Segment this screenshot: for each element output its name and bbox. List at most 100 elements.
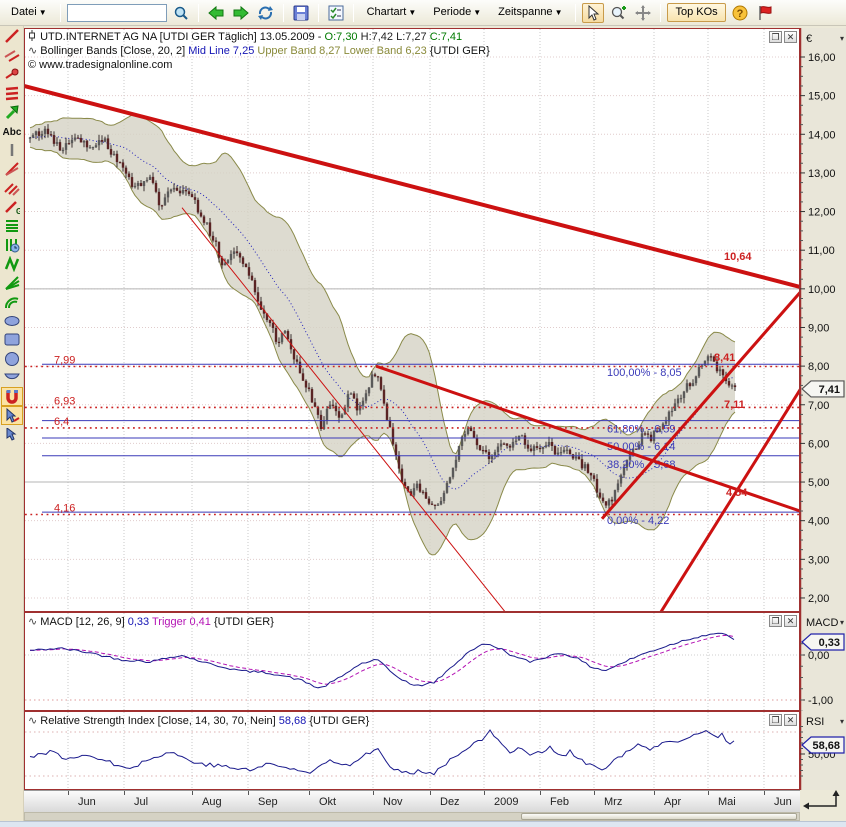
- mid-downtrend: [375, 364, 799, 513]
- close-button[interactable]: ✕: [784, 714, 797, 726]
- pointer-tool[interactable]: [1, 425, 23, 444]
- fib-fan-tool[interactable]: [1, 273, 23, 292]
- chevron-down-icon: ▼: [38, 8, 47, 17]
- speed-lines-icon: [4, 182, 20, 196]
- rsi-title: Relative Strength Index [Close, 14, 30, …: [40, 715, 279, 727]
- bollinger-title-row: ∿ Bollinger Bands [Close, 20, 2] Mid Lin…: [28, 44, 490, 58]
- month-label: Mai: [718, 796, 736, 808]
- ellipse-tool[interactable]: [1, 311, 23, 330]
- trend-fan-tool[interactable]: [1, 159, 23, 178]
- flag-button[interactable]: [754, 3, 776, 23]
- symbol-suffix: {UTDI GER}: [213, 616, 274, 628]
- rsi-title-row: ∿ Relative Strength Index [Close, 14, 30…: [28, 714, 369, 728]
- macd-trigger-value: Trigger 0,41: [149, 616, 214, 628]
- main-panel-window-buttons: ❐ ✕: [769, 31, 797, 43]
- zeitspanne-menu[interactable]: Zeitspanne ▼: [491, 3, 569, 22]
- vertical-line-tool[interactable]: [1, 140, 23, 159]
- move-tool-button[interactable]: [632, 3, 654, 23]
- select-tool[interactable]: [1, 406, 23, 425]
- back-button[interactable]: [205, 3, 227, 23]
- trendline-tool[interactable]: [1, 26, 23, 45]
- chartart-menu-label: Chartart: [366, 6, 407, 18]
- pointer-tool-button[interactable]: [582, 2, 605, 23]
- channel-lower: [659, 388, 799, 611]
- parallel-lines-tool[interactable]: [1, 45, 23, 64]
- y-axis-label: 9,00: [808, 322, 829, 334]
- fib-retracement-tool[interactable]: [1, 216, 23, 235]
- y-axis-label: 3,00: [808, 554, 829, 566]
- text-tool[interactable]: Abc: [1, 121, 23, 140]
- time-axis[interactable]: Jun Jul Aug Sep Okt Nov Dez 2009 Feb Mrz Apr Mai Jun: [24, 790, 800, 812]
- fib-timezones-icon: [6, 238, 20, 252]
- circle-tool[interactable]: [1, 349, 23, 368]
- fib-extension-tool[interactable]: [1, 254, 23, 273]
- lowerband-value: Lower Band 6,23: [343, 45, 430, 57]
- month-label: Jun: [774, 796, 792, 808]
- save-icon: [293, 5, 309, 20]
- price-level-label: 6,93: [54, 395, 75, 407]
- window-bottom-edge: [0, 821, 846, 827]
- properties-button[interactable]: [325, 3, 347, 23]
- cross-arrows-icon: [635, 4, 652, 21]
- maximize-button[interactable]: ❐: [769, 615, 782, 627]
- search-button[interactable]: [170, 3, 192, 23]
- month-label: Jul: [134, 796, 149, 808]
- rsi-panel[interactable]: RSI ▾ 50,00 58,68: [24, 711, 846, 790]
- file-menu[interactable]: Datei ▼: [4, 3, 54, 22]
- rsi-line: [29, 729, 735, 776]
- maximize-button[interactable]: ❐: [769, 714, 782, 726]
- fib-zigzag-icon: [4, 255, 20, 272]
- midline-value: Mid Line 7,25: [188, 45, 258, 57]
- close-button[interactable]: ✕: [784, 615, 797, 627]
- save-button[interactable]: [290, 3, 312, 23]
- help-button[interactable]: ?: [729, 3, 751, 23]
- price-level-label: 4,16: [54, 502, 75, 514]
- fib-timezones-tool[interactable]: [1, 235, 23, 254]
- circle-icon: [5, 351, 19, 366]
- scrollbar-thumb[interactable]: [521, 813, 797, 820]
- month-tick: [654, 791, 655, 795]
- upperband-value: Upper Band 8,27: [257, 45, 344, 57]
- symbol-suffix: {UTDI GER}: [306, 715, 370, 727]
- fib-arcs-tool[interactable]: [1, 292, 23, 311]
- chartart-menu[interactable]: Chartart ▼: [360, 3, 424, 22]
- rsi-window-buttons: ❐ ✕: [769, 714, 797, 726]
- speed-lines-tool[interactable]: [1, 178, 23, 197]
- svg-text:Abc: Abc: [3, 127, 21, 138]
- extended-line-tool[interactable]: [1, 64, 23, 83]
- horizontal-scrollbar[interactable]: [24, 812, 800, 821]
- y-axis-label: 8,00: [808, 361, 829, 373]
- month-label: Mrz: [604, 796, 623, 808]
- select-cursor-icon: [6, 407, 20, 423]
- y-axis-label: 14,00: [808, 129, 836, 141]
- arrow-tool[interactable]: [1, 102, 23, 121]
- refresh-button[interactable]: [255, 3, 277, 23]
- axis-arrows-icon[interactable]: [800, 790, 844, 812]
- maximize-button[interactable]: ❐: [769, 31, 782, 43]
- gann-line-tool[interactable]: G: [1, 197, 23, 216]
- rectangle-tool[interactable]: [1, 330, 23, 349]
- close-button[interactable]: ✕: [784, 31, 797, 43]
- macd-panel[interactable]: MACD ▾ 0,00 -1,00 0,33: [24, 612, 846, 711]
- arc-tool[interactable]: [1, 368, 23, 387]
- forward-icon: [233, 5, 249, 20]
- toolbar-separator: [282, 3, 284, 22]
- month-label: Okt: [319, 796, 337, 808]
- magnet-tool[interactable]: [1, 387, 23, 406]
- gann-line-icon: G: [5, 200, 20, 215]
- forward-button[interactable]: [230, 3, 252, 23]
- y-axis-label: 13,00: [808, 168, 836, 180]
- chevron-down-icon: ▼: [408, 8, 417, 17]
- top-kos-label: Top KOs: [675, 6, 718, 18]
- main-chart-panel[interactable]: € ▾ 100,00% - 8,05 61,80% - 6,59 50,00% - 6,…: [24, 28, 846, 612]
- periode-menu[interactable]: Periode ▼: [426, 3, 488, 22]
- y-axis-label: 11,00: [808, 245, 835, 257]
- fib-label: 61,80% - 6,59: [607, 424, 676, 436]
- macd-window-buttons: ❐ ✕: [769, 615, 797, 627]
- zoom-tool-button[interactable]: [607, 3, 629, 23]
- horizontal-line-tool[interactable]: [1, 83, 23, 102]
- symbol-search-input[interactable]: [66, 3, 167, 22]
- top-kos-button[interactable]: Top KOs: [667, 3, 726, 22]
- month-tick: [594, 791, 595, 795]
- svg-text:?: ?: [736, 8, 743, 20]
